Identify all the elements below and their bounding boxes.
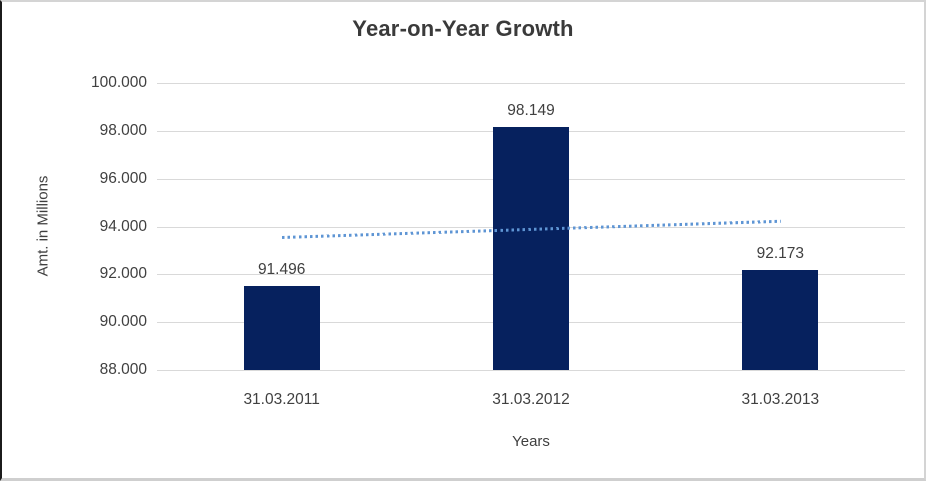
data-label: 92.173 xyxy=(756,245,805,263)
gridline xyxy=(157,83,905,84)
y-tick-label: 88.000 xyxy=(99,361,147,378)
gridline xyxy=(157,370,905,371)
y-tick-label: 98.000 xyxy=(99,121,147,139)
x-tick-label: 31.03.2011 xyxy=(243,391,320,408)
bar xyxy=(243,286,320,370)
bar xyxy=(742,270,819,370)
y-tick-label: 90.000 xyxy=(99,313,147,331)
y-tick-label: 100.000 xyxy=(90,74,147,91)
y-tick-label: 94.000 xyxy=(99,217,147,235)
y-tick-label: 92.000 xyxy=(99,265,147,283)
y-tick-label: 96.000 xyxy=(99,169,147,187)
data-label: 98.149 xyxy=(507,102,555,120)
bar xyxy=(493,127,569,370)
data-label: 91.496 xyxy=(257,261,306,279)
x-tick-label: 31.03.2012 xyxy=(492,391,570,408)
y-axis-title: Amt. in Millions xyxy=(34,175,52,277)
chart-title: Year-on-Year Growth xyxy=(352,16,574,41)
x-tick-label: 31.03.2013 xyxy=(741,391,820,408)
x-axis-title: Years xyxy=(512,433,550,450)
plot-area: 100.000 98.000 96.000 94.000 92.000 90.000 88.… xyxy=(91,74,905,408)
